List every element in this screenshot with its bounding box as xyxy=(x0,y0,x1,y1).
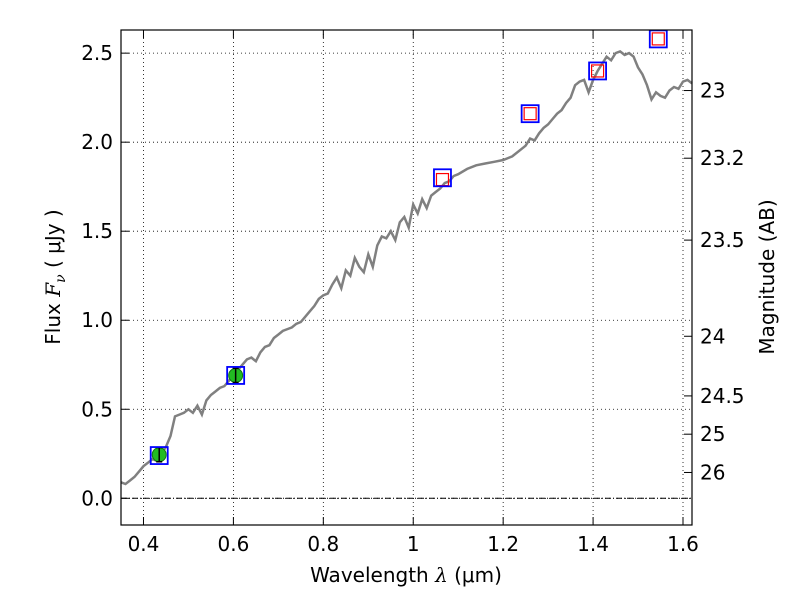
markers xyxy=(149,29,668,465)
plot-background xyxy=(121,30,692,525)
tick-labels: 0.4 0.6 0.8 1 1.2 1.4 1.6 0.0 0.5 1.0 1.5 2.0 2.5 23 2… xyxy=(81,41,744,556)
x-axis-label: Wavelength λ (μm) xyxy=(310,563,502,587)
y-axis-label: Flux Fν ( μJy ) xyxy=(41,209,69,344)
magnitude-axis-label: Magnitude (AB) xyxy=(755,199,779,354)
x-tick-label: 0.6 xyxy=(217,532,249,556)
model-flux-marker xyxy=(149,446,169,465)
magnitude-tick-label: 24.5 xyxy=(700,384,745,408)
model-flux-marker xyxy=(588,61,607,81)
y-tick-label: 0.0 xyxy=(81,486,113,510)
observed-flux-marker xyxy=(590,64,605,78)
plot-area xyxy=(120,29,693,499)
ticks xyxy=(121,30,692,525)
y-tick-label: 0.5 xyxy=(81,397,113,421)
model-flux-marker xyxy=(226,366,246,385)
plot-frame xyxy=(120,29,693,526)
magnitude-tick-label: 25 xyxy=(700,422,725,446)
x-tick-label: 0.8 xyxy=(307,532,339,556)
magnitude-tick-label: 24 xyxy=(700,324,725,348)
grid-lines xyxy=(121,30,692,525)
observed-flux-marker xyxy=(523,107,537,121)
y-tick-label: 1.0 xyxy=(81,308,113,332)
y-tick-label: 2.0 xyxy=(81,130,113,154)
x-tick-label: 1 xyxy=(407,532,420,556)
x-tick-label: 1.6 xyxy=(667,532,699,556)
model-flux-marker xyxy=(520,104,540,124)
magnitude-tick-label: 23.2 xyxy=(700,146,745,170)
magnitude-tick-label: 23 xyxy=(700,79,725,103)
x-tick-label: 1.2 xyxy=(487,532,519,556)
y-tick-label: 2.5 xyxy=(81,41,113,65)
magnitude-tick-label: 23.5 xyxy=(700,228,745,252)
x-tick-label: 1.4 xyxy=(577,532,609,556)
model-flux-marker xyxy=(433,168,452,188)
x-tick-label: 0.4 xyxy=(128,532,160,556)
observed-flux-marker xyxy=(651,32,665,46)
model-spectrum-line xyxy=(120,49,693,486)
y-tick-label: 1.5 xyxy=(81,219,113,243)
magnitude-tick-label: 26 xyxy=(700,460,725,484)
